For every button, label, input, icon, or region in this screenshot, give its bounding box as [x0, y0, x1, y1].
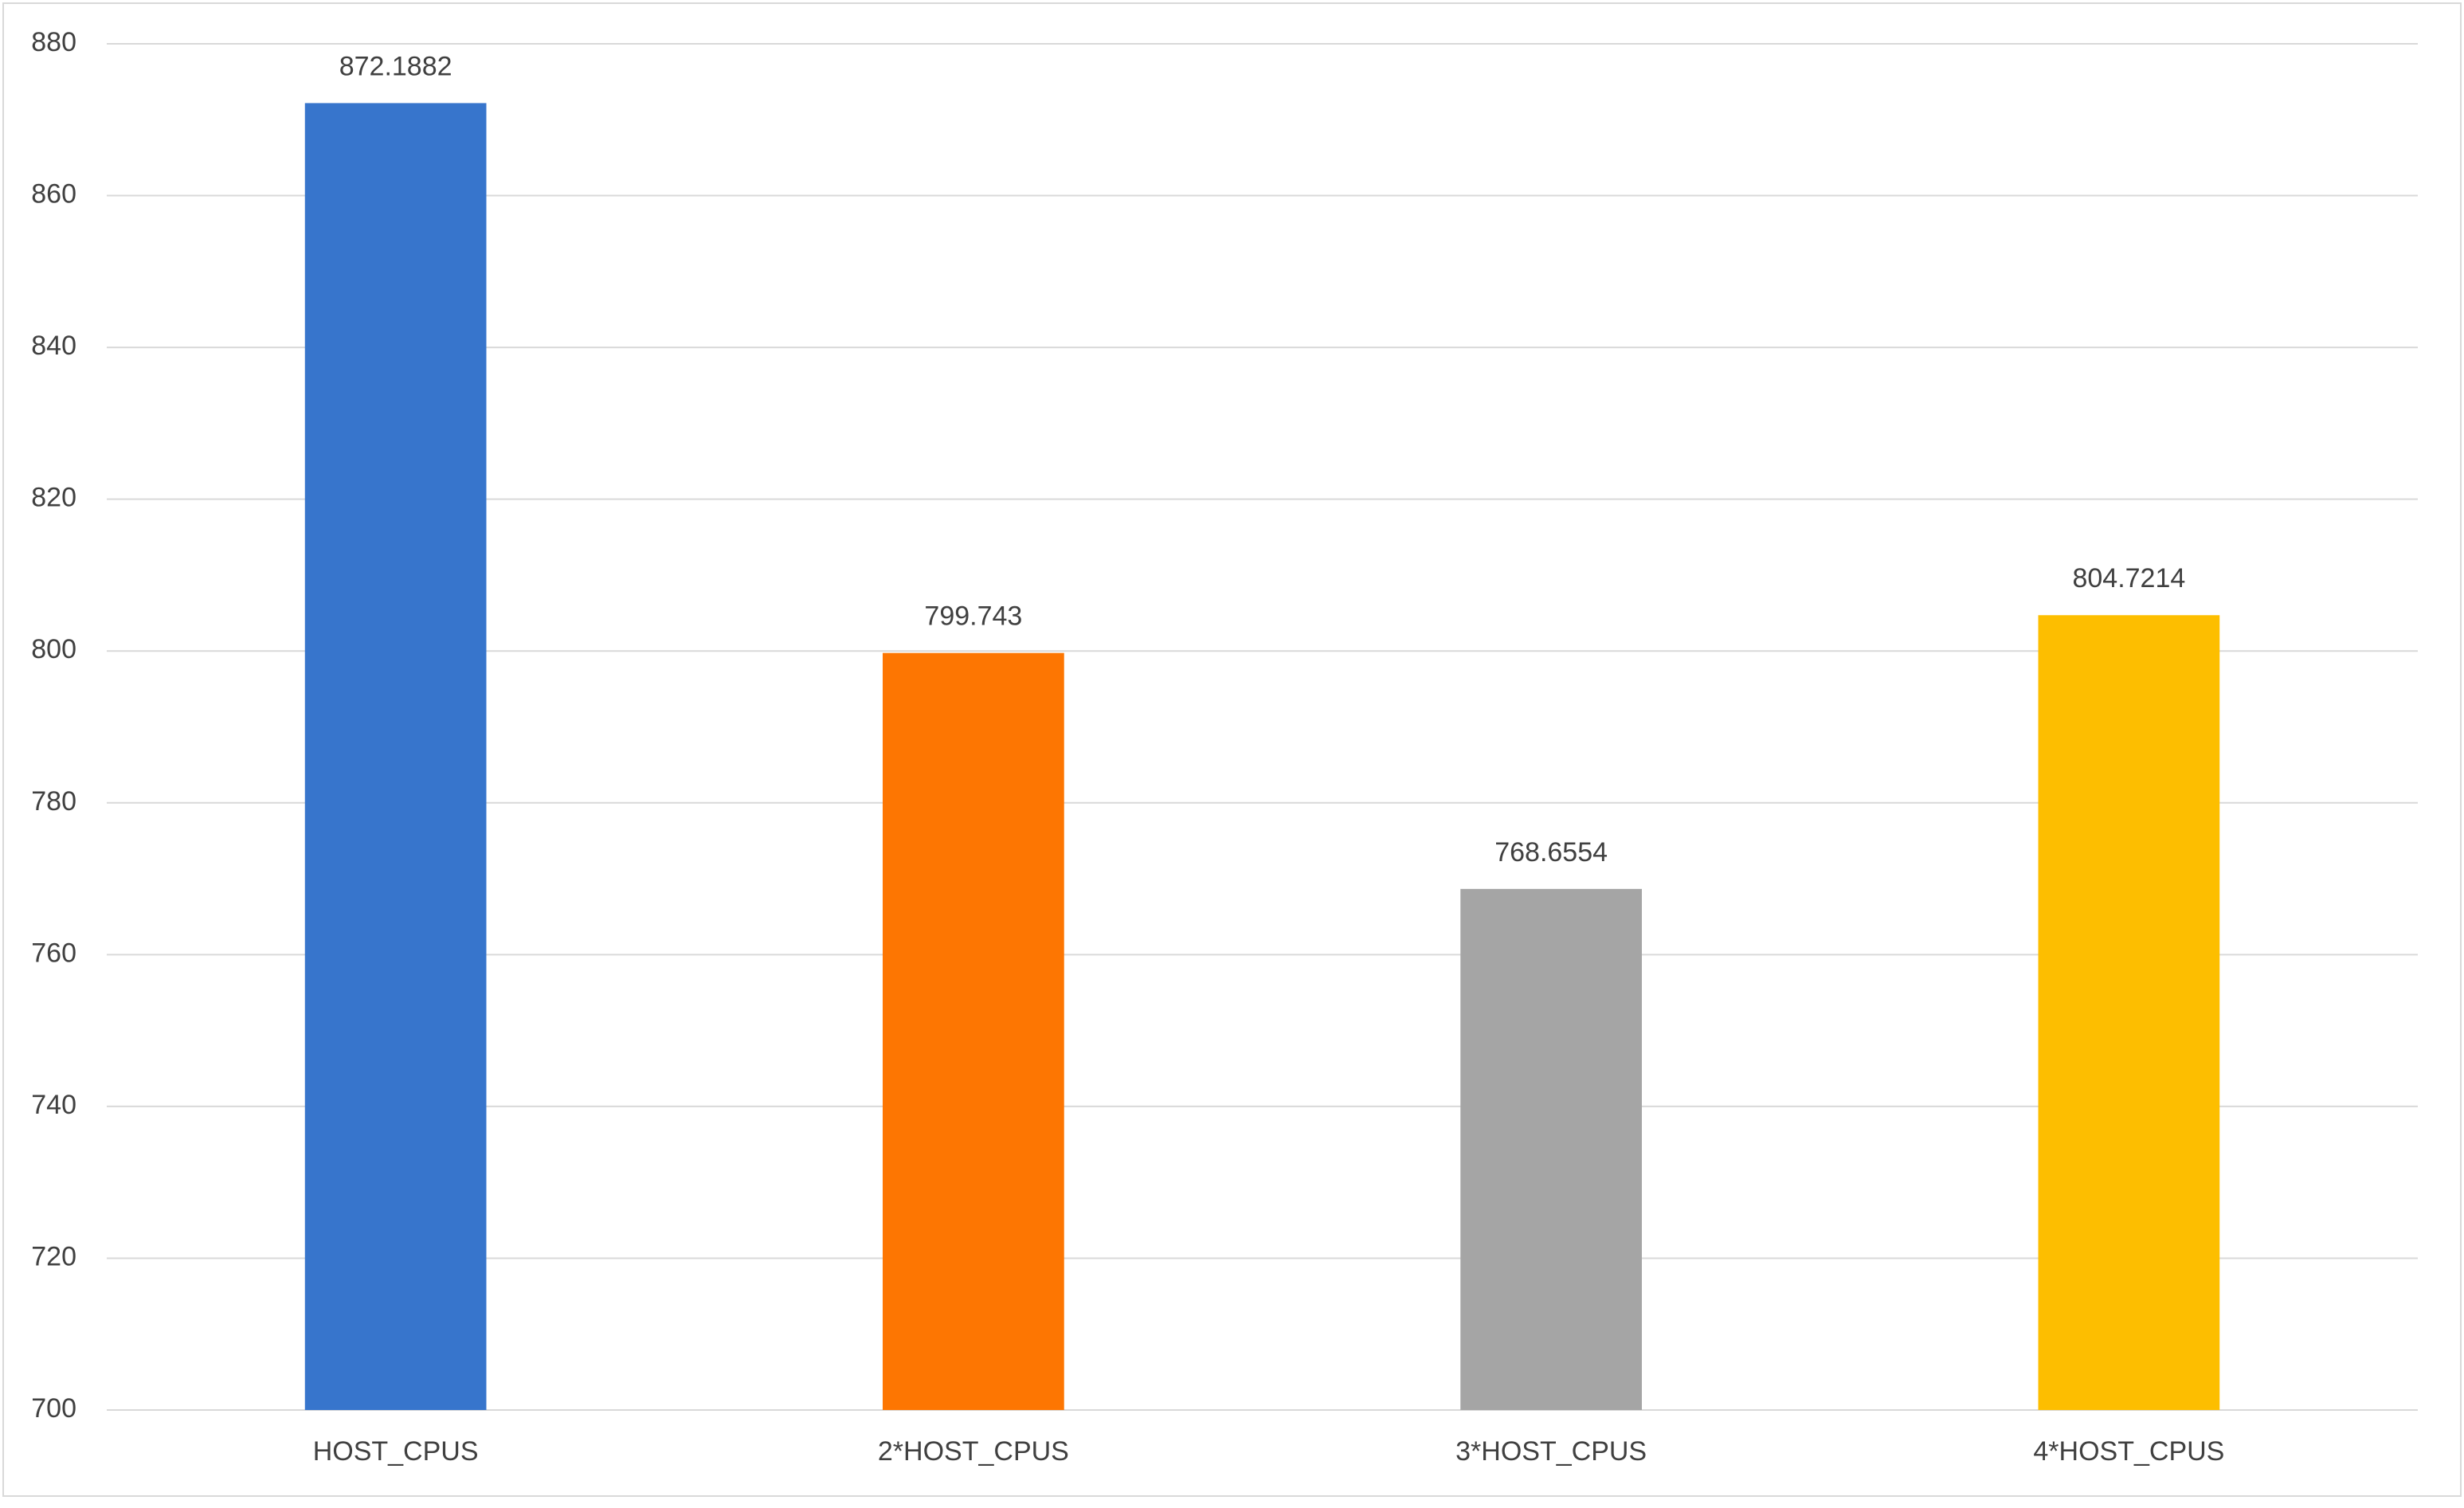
data-label: 768.6554: [1494, 837, 1608, 868]
data-label: 872.1882: [339, 51, 452, 81]
bar: [883, 652, 1064, 1410]
y-tick-label: 720: [31, 1241, 76, 1271]
bar: [304, 103, 487, 1411]
bar: [2038, 615, 2220, 1410]
bar: [1460, 888, 1642, 1410]
data-label: 804.7214: [2072, 563, 2185, 593]
y-tick-label: 760: [31, 938, 76, 968]
y-tick-label: 820: [31, 483, 76, 513]
y-tick-label: 700: [31, 1393, 76, 1424]
x-tick-label: 2*HOST_CPUS: [878, 1436, 1069, 1467]
x-tick-label: 4*HOST_CPUS: [2033, 1436, 2224, 1467]
y-tick-label: 800: [31, 634, 76, 664]
x-tick-label: 3*HOST_CPUS: [1455, 1436, 1647, 1467]
y-tick-label: 780: [31, 786, 76, 817]
y-tick-label: 880: [31, 27, 76, 57]
y-tick-label: 860: [31, 179, 76, 210]
y-tick-label: 840: [31, 331, 76, 361]
data-label: 799.743: [924, 601, 1022, 632]
y-tick-label: 740: [31, 1090, 76, 1120]
x-tick-label: HOST_CPUS: [313, 1436, 479, 1467]
